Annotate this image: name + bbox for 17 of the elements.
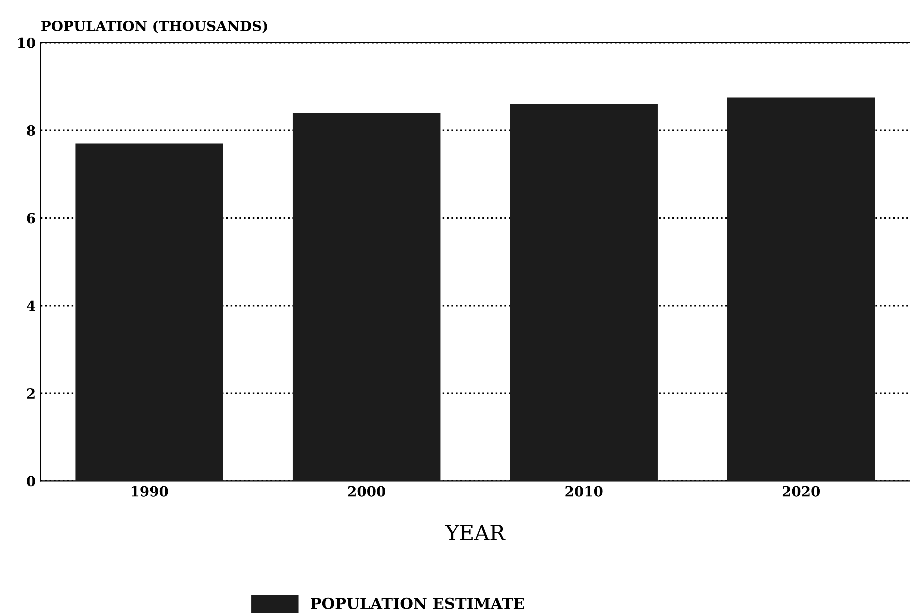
bar: [728, 98, 876, 482]
bar: [510, 104, 658, 482]
x-tick-label: 1990: [132, 486, 168, 497]
y-tick-label: 8: [27, 126, 36, 136]
legend-label: POPULATION ESTIMATE: [311, 598, 524, 610]
x-tick-label: 2020: [782, 486, 820, 497]
y-tick-label: 2: [27, 388, 35, 399]
x-tick-label: 2010: [566, 486, 603, 497]
y-axis-title: POPULATION (THOUSANDS): [42, 20, 268, 34]
bar: [292, 113, 441, 482]
x-axis-title: YEAR: [445, 525, 506, 540]
y-tick-label: 10: [18, 38, 36, 48]
y-tick-label: 0: [27, 476, 36, 487]
bar: [76, 144, 224, 482]
y-tick-label: 4: [26, 300, 36, 312]
y-tick-label: 6: [27, 213, 36, 224]
x-tick-label: 2000: [348, 486, 386, 497]
